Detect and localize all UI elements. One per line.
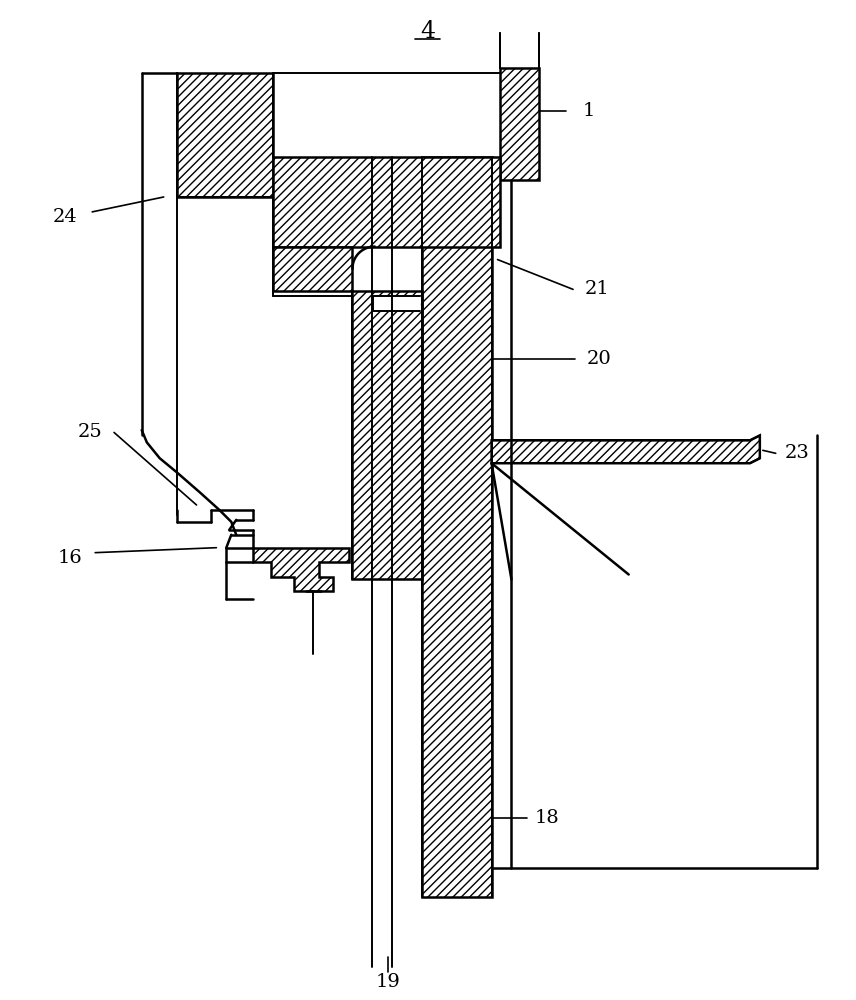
Text: 4: 4 bbox=[420, 20, 436, 43]
Text: 25: 25 bbox=[78, 423, 103, 441]
Text: 21: 21 bbox=[585, 280, 609, 298]
Polygon shape bbox=[273, 247, 353, 291]
Polygon shape bbox=[491, 435, 760, 463]
Polygon shape bbox=[353, 291, 422, 579]
Polygon shape bbox=[422, 157, 491, 897]
Text: 23: 23 bbox=[785, 444, 810, 462]
Text: 20: 20 bbox=[586, 350, 611, 368]
Text: 24: 24 bbox=[53, 208, 78, 226]
Text: 16: 16 bbox=[58, 549, 83, 567]
Polygon shape bbox=[273, 157, 500, 247]
Text: 19: 19 bbox=[376, 973, 401, 991]
Polygon shape bbox=[253, 548, 348, 591]
Text: 1: 1 bbox=[583, 102, 595, 120]
Polygon shape bbox=[176, 73, 273, 197]
Polygon shape bbox=[500, 68, 539, 180]
Text: 18: 18 bbox=[535, 809, 560, 827]
Polygon shape bbox=[373, 296, 420, 311]
